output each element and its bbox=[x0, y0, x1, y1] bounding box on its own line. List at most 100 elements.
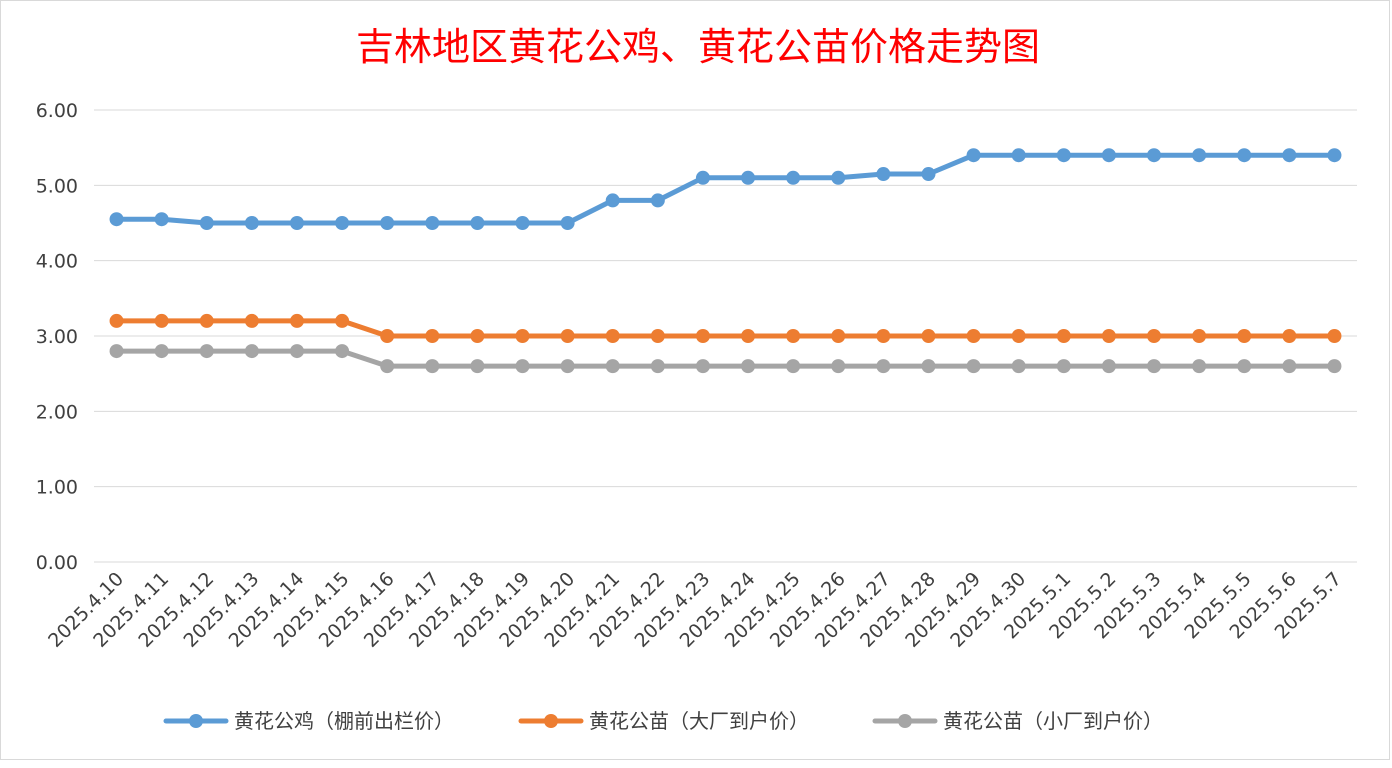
data-point bbox=[1101, 329, 1116, 343]
data-point bbox=[1056, 148, 1071, 163]
y-tick-label: 0.00 bbox=[36, 552, 78, 574]
data-point bbox=[1327, 329, 1342, 343]
data-point bbox=[831, 359, 846, 374]
data-point bbox=[1237, 329, 1252, 343]
data-point bbox=[1056, 359, 1071, 374]
data-point bbox=[741, 329, 756, 343]
chart-title: 吉林地区黄花公鸡、黄花公苗价格走势图 bbox=[356, 25, 1040, 69]
data-point bbox=[154, 212, 169, 227]
data-point bbox=[650, 193, 665, 208]
series-layer bbox=[109, 148, 1342, 374]
x-axis: 2025.4.102025.4.112025.4.122025.4.132025… bbox=[44, 568, 1346, 652]
data-point bbox=[380, 329, 395, 343]
data-point bbox=[1056, 329, 1071, 343]
data-point bbox=[1147, 148, 1162, 163]
data-point bbox=[335, 313, 350, 328]
data-point bbox=[109, 344, 124, 359]
data-point bbox=[1327, 359, 1342, 374]
data-point bbox=[1282, 329, 1297, 343]
data-point bbox=[1192, 359, 1207, 374]
legend: 黄花公鸡（棚前出栏价） 黄花公苗（大厂到户价） 黄花公苗（小厂到户价） bbox=[163, 709, 1163, 733]
data-point bbox=[921, 167, 936, 182]
data-point bbox=[1192, 148, 1207, 163]
data-point bbox=[335, 344, 350, 359]
data-point bbox=[560, 216, 575, 230]
data-point bbox=[966, 148, 981, 163]
data-point bbox=[199, 313, 214, 328]
data-point bbox=[515, 216, 530, 230]
data-point bbox=[650, 329, 665, 343]
data-point bbox=[335, 216, 350, 230]
data-point bbox=[560, 329, 575, 343]
data-point bbox=[921, 359, 936, 374]
data-point bbox=[470, 216, 485, 230]
y-tick-label: 4.00 bbox=[36, 251, 78, 273]
data-point bbox=[199, 344, 214, 359]
data-point bbox=[109, 313, 124, 328]
legend-marker bbox=[544, 714, 558, 728]
legend-label: 黄花公鸡（棚前出栏价） bbox=[234, 709, 454, 733]
y-tick-label: 3.00 bbox=[36, 326, 78, 348]
data-point bbox=[786, 329, 801, 343]
data-point bbox=[425, 359, 440, 374]
data-point bbox=[244, 313, 259, 328]
data-point bbox=[1147, 359, 1162, 374]
data-point bbox=[1282, 148, 1297, 163]
data-point bbox=[425, 329, 440, 343]
data-point bbox=[1147, 329, 1162, 343]
data-point bbox=[289, 313, 304, 328]
data-point bbox=[1101, 148, 1116, 163]
data-point bbox=[741, 359, 756, 374]
data-point bbox=[966, 329, 981, 343]
data-point bbox=[921, 329, 936, 343]
data-point bbox=[605, 359, 620, 374]
data-point bbox=[289, 344, 304, 359]
data-point bbox=[876, 359, 891, 374]
data-point bbox=[1282, 359, 1297, 374]
data-point bbox=[831, 329, 846, 343]
data-point bbox=[1237, 359, 1252, 374]
legend-marker bbox=[898, 714, 912, 728]
data-point bbox=[1237, 148, 1252, 163]
data-point bbox=[1011, 329, 1026, 343]
data-point bbox=[380, 359, 395, 374]
data-point bbox=[741, 170, 756, 185]
legend-label: 黄花公苗（大厂到户价） bbox=[589, 709, 809, 733]
data-point bbox=[470, 359, 485, 374]
legend-marker bbox=[189, 714, 203, 728]
data-point bbox=[199, 216, 214, 230]
data-point bbox=[515, 329, 530, 343]
data-point bbox=[876, 329, 891, 343]
data-point bbox=[1192, 329, 1207, 343]
data-point bbox=[154, 344, 169, 359]
data-point bbox=[1011, 148, 1026, 163]
data-point bbox=[695, 329, 710, 343]
data-point bbox=[695, 170, 710, 185]
data-point bbox=[1327, 148, 1342, 163]
series-line bbox=[114, 348, 1337, 369]
data-point bbox=[650, 359, 665, 374]
grid-layer bbox=[94, 109, 1357, 563]
legend-label: 黄花公苗（小厂到户价） bbox=[943, 709, 1163, 733]
data-point bbox=[786, 359, 801, 374]
data-point bbox=[154, 313, 169, 328]
y-axis: 0.00 1.00 2.00 3.00 4.00 5.00 6.00 bbox=[36, 100, 78, 574]
y-tick-label: 6.00 bbox=[36, 100, 78, 122]
data-point bbox=[966, 359, 981, 374]
series-line bbox=[114, 318, 1337, 339]
data-point bbox=[380, 216, 395, 230]
data-point bbox=[695, 359, 710, 374]
y-tick-label: 5.00 bbox=[36, 175, 78, 197]
y-tick-label: 2.00 bbox=[36, 401, 78, 423]
data-point bbox=[425, 216, 440, 230]
data-point bbox=[289, 216, 304, 230]
data-point bbox=[605, 193, 620, 208]
data-point bbox=[244, 344, 259, 359]
y-tick-label: 1.00 bbox=[36, 477, 78, 499]
data-point bbox=[244, 216, 259, 230]
data-point bbox=[109, 212, 124, 227]
series-line bbox=[114, 152, 1337, 226]
data-point bbox=[560, 359, 575, 374]
